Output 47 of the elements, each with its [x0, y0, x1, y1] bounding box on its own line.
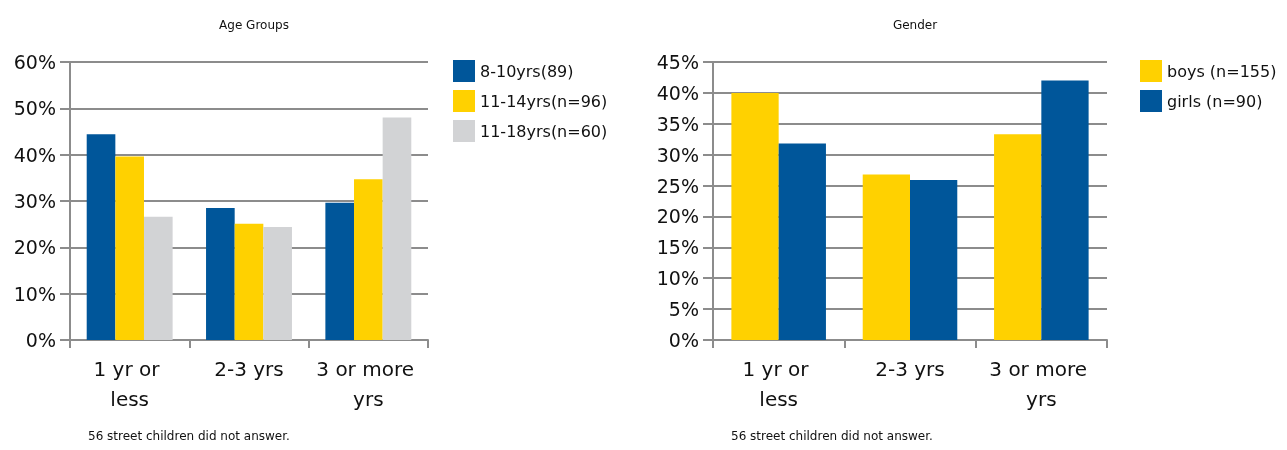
legend-label: girls (n=90)	[1167, 91, 1263, 111]
y-tick-label: 0%	[25, 329, 56, 351]
bar	[206, 207, 235, 340]
bar	[731, 92, 779, 340]
bar	[325, 202, 355, 340]
legend-label: boys (n=155)	[1167, 61, 1277, 81]
x-tick-label: 2-3 yrs	[214, 357, 284, 381]
y-tick-label: 50%	[13, 97, 56, 120]
bar	[115, 156, 144, 340]
y-tick-label: 5%	[668, 298, 699, 321]
bar	[86, 134, 116, 340]
bar	[234, 223, 264, 340]
y-tick-label: 25%	[656, 174, 699, 197]
bar	[263, 226, 292, 340]
text: 56 street children did not answer.	[88, 429, 290, 443]
y-tick-label: 15%	[656, 236, 699, 259]
x-tick-label: 2-3 yrs	[875, 357, 945, 381]
chart-title: Age Groups	[219, 18, 289, 32]
chart-title: Gender	[892, 18, 938, 32]
legend-label: 11-14yrs(n=96)	[480, 91, 608, 111]
bar	[862, 174, 910, 340]
y-tick-label: 10%	[656, 267, 699, 290]
bar	[1041, 80, 1089, 340]
y-tick-label: 60%	[13, 51, 56, 73]
y-tick-label: 30%	[656, 143, 699, 166]
bar	[143, 216, 173, 340]
bar	[778, 143, 826, 340]
bar	[354, 179, 383, 340]
x-tick-label: 3 or more yrs	[989, 357, 1094, 411]
text: 56 street children did not answer.	[731, 429, 933, 443]
x-tick-label: 3 or more yrs	[316, 357, 421, 411]
bar	[910, 180, 958, 340]
bar	[994, 134, 1042, 340]
x-tick-label: 1 yr or less	[742, 357, 815, 411]
y-tick-label: 30%	[13, 190, 56, 212]
x-tick-label: 1 yr or less	[93, 357, 166, 411]
y-tick-label: 40%	[13, 143, 56, 166]
legend-label: 8-10yrs(89)	[480, 61, 574, 81]
y-tick-label: 35%	[656, 112, 699, 135]
y-tick-label: 20%	[13, 236, 56, 259]
legend-label: 11-18yrs(n=60)	[480, 121, 608, 141]
y-tick-label: 40%	[656, 81, 699, 104]
y-tick-label: 45%	[656, 51, 699, 73]
y-tick-label: 0%	[668, 329, 699, 351]
bar	[382, 117, 412, 340]
y-tick-label: 10%	[13, 282, 56, 305]
y-tick-label: 20%	[656, 205, 699, 228]
